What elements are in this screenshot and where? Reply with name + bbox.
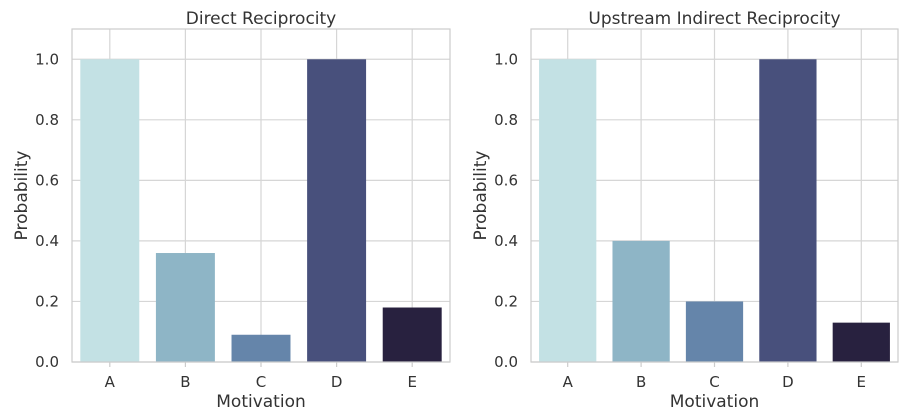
x-tick-label: A — [563, 373, 574, 391]
chart-panel-2: 0.0 0.2 0.4 0.6 0.8 1.0 A B C D E Upstream Indirect… — [471, 9, 899, 412]
y-tick-label: 0.0 — [494, 353, 518, 371]
x-tick-label: E — [407, 373, 416, 391]
bar-E — [832, 322, 890, 362]
y-tick-label: 0.6 — [494, 171, 518, 189]
x-axis-label: Motivation — [670, 392, 760, 410]
x-tick-label: D — [782, 373, 794, 391]
x-tick-label: E — [857, 373, 866, 391]
bar-A — [80, 59, 140, 362]
bar-C — [685, 301, 744, 362]
y-tick-label: 0.6 — [35, 171, 59, 189]
x-tick-label: C — [256, 373, 266, 391]
y-tick-label: 0.8 — [494, 111, 518, 129]
bar-B — [612, 240, 670, 362]
y-tick-label: 0.0 — [35, 353, 59, 371]
y-tick-label: 0.2 — [494, 292, 518, 310]
bar-B — [155, 253, 215, 362]
bar-D — [759, 59, 817, 362]
y-tick-label: 0.2 — [35, 292, 59, 310]
x-tick-label: B — [636, 373, 646, 391]
y-tick-label: 0.8 — [35, 111, 59, 129]
x-tick-label: A — [105, 373, 116, 391]
x-tick-label: D — [331, 373, 343, 391]
y-tick-label: 0.4 — [35, 232, 59, 250]
y-axis-label: Probability — [471, 151, 491, 241]
chart-title: Direct Reciprocity — [186, 9, 337, 29]
y-tick-label: 0.4 — [494, 232, 518, 250]
x-tick-label: C — [709, 373, 719, 391]
x-axis-label: Motivation — [216, 392, 306, 410]
bar-C — [231, 334, 291, 362]
bar-A — [539, 59, 597, 362]
y-tick-label: 1.0 — [35, 50, 59, 68]
x-tick-label: B — [180, 373, 190, 391]
y-axis-label: Probability — [12, 151, 32, 241]
y-tick-label: 1.0 — [494, 50, 518, 68]
bar-E — [382, 307, 442, 362]
chart-title: Upstream Indirect Reciprocity — [588, 9, 840, 29]
chart-panel-1: 0.0 0.2 0.4 0.6 0.8 1.0 A B C D E Direct Reciprocit… — [12, 9, 451, 412]
bar-D — [307, 59, 367, 362]
